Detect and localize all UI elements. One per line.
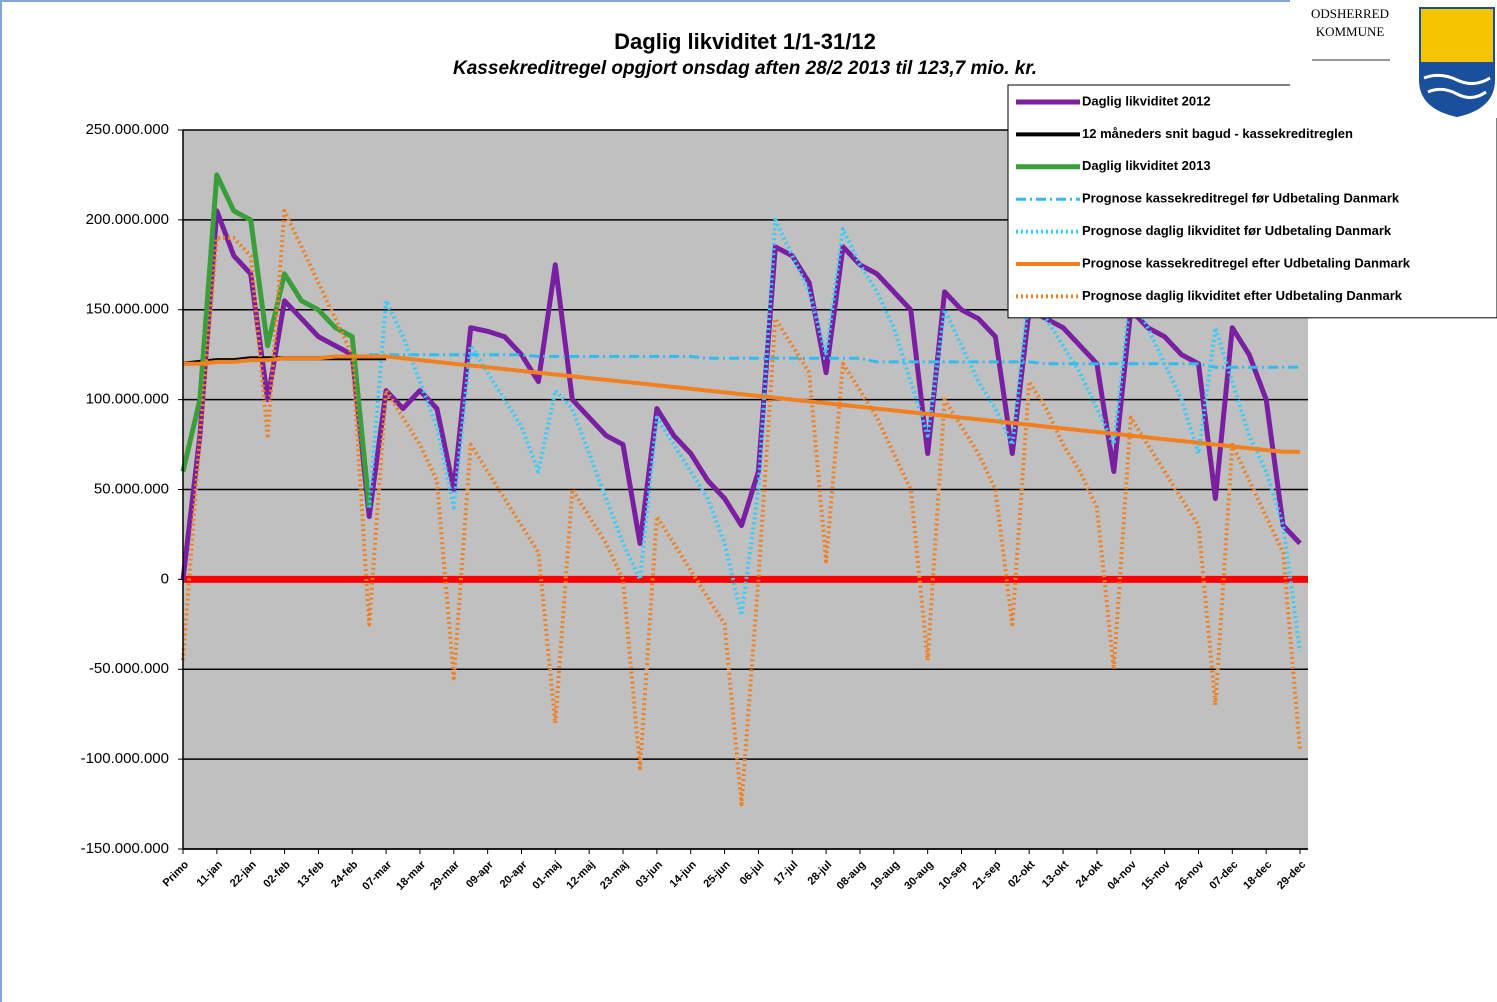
legend-box <box>1007 84 1497 319</box>
legend-label: Daglig likviditet 2012 <box>1082 93 1211 108</box>
y-tick-label: -50.000.000 <box>89 660 169 677</box>
y-tick-label: -100.000.000 <box>81 750 169 767</box>
y-tick-label: 250.000.000 <box>86 121 169 138</box>
logo-waves <box>1423 73 1491 99</box>
series-line <box>369 353 1300 369</box>
y-tick-label: 0 <box>161 570 169 587</box>
chart-subtitle: Kassekreditregel opgjort onsdag aften 28… <box>453 58 1037 79</box>
series-line <box>181 208 1302 807</box>
y-tick-label: 50.000.000 <box>94 480 169 497</box>
series-line <box>367 217 1302 652</box>
legend-label: Prognose kassekreditregel efter Udbetali… <box>1082 255 1411 270</box>
y-tick-label: 200.000.000 <box>86 211 169 228</box>
legend-label: Prognose daglig likviditet efter Udbetal… <box>1082 288 1403 303</box>
legend-label: Prognose daglig likviditet før Udbetalin… <box>1082 223 1392 238</box>
legend-label: Daglig likviditet 2013 <box>1082 158 1211 173</box>
series-line <box>180 208 1302 580</box>
series-line <box>183 354 1300 454</box>
y-tick-label: 100.000.000 <box>86 391 169 408</box>
chart-title: Daglig likviditet 1/1-31/12 <box>614 29 876 54</box>
y-tick-label: 150.000.000 <box>86 301 169 318</box>
logo-text: KOMMUNE <box>1316 24 1385 39</box>
legend-label: 12 måneders snit bagud - kassekreditregl… <box>1082 126 1353 141</box>
y-tick-label: -150.000.000 <box>81 840 169 857</box>
legend-label: Prognose kassekreditregel før Udbetaling… <box>1082 191 1400 206</box>
logo-text: ODSHERRED <box>1311 6 1389 21</box>
logo: ODSHERRED KOMMUNE <box>1290 0 1497 118</box>
